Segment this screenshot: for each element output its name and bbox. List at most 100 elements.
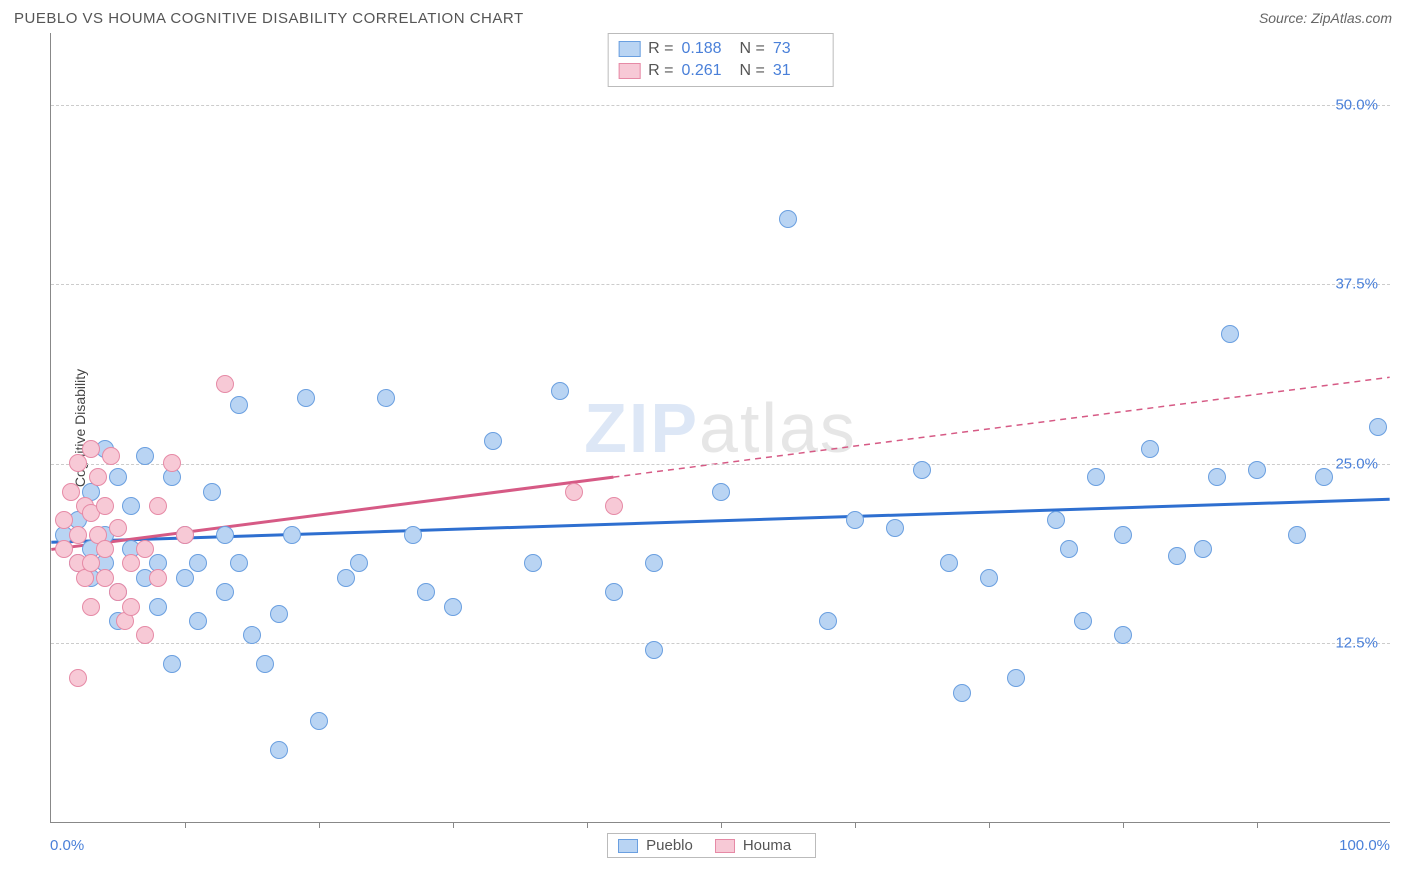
data-point xyxy=(551,382,569,400)
data-point xyxy=(149,497,167,515)
legend-swatch xyxy=(715,839,735,853)
r-label: R = xyxy=(648,40,673,58)
data-point xyxy=(444,598,462,616)
data-point xyxy=(1208,468,1226,486)
legend-swatch xyxy=(618,41,640,57)
legend-series: Pueblo Houma xyxy=(607,833,816,858)
data-point xyxy=(297,389,315,407)
n-value: 31 xyxy=(773,62,823,80)
data-point xyxy=(1315,468,1333,486)
data-point xyxy=(1221,325,1239,343)
data-point xyxy=(82,554,100,572)
data-point xyxy=(136,447,154,465)
data-point xyxy=(1047,511,1065,529)
data-point xyxy=(82,598,100,616)
data-point xyxy=(69,669,87,687)
x-tick xyxy=(1257,822,1258,828)
x-tick xyxy=(989,822,990,828)
data-point xyxy=(417,583,435,601)
data-point xyxy=(109,468,127,486)
legend-swatch xyxy=(618,839,638,853)
legend-stats: R =0.188N =73R =0.261N =31 xyxy=(607,33,834,87)
x-tick xyxy=(1123,822,1124,828)
chart-title: PUEBLO VS HOUMA COGNITIVE DISABILITY COR… xyxy=(14,10,524,27)
r-label: R = xyxy=(648,62,673,80)
y-tick-label: 12.5% xyxy=(1335,635,1378,652)
data-point xyxy=(270,741,288,759)
data-point xyxy=(69,526,87,544)
data-point xyxy=(712,483,730,501)
data-point xyxy=(216,375,234,393)
y-tick-label: 50.0% xyxy=(1335,96,1378,113)
n-label: N = xyxy=(740,40,765,58)
data-point xyxy=(1007,669,1025,687)
gridline xyxy=(51,464,1390,465)
data-point xyxy=(565,483,583,501)
legend-series-name: Pueblo xyxy=(646,837,693,854)
data-point xyxy=(1194,540,1212,558)
data-point xyxy=(69,454,87,472)
y-tick-label: 37.5% xyxy=(1335,276,1378,293)
data-point xyxy=(136,626,154,644)
data-point xyxy=(524,554,542,572)
data-point xyxy=(109,519,127,537)
trend-line-solid xyxy=(51,499,1389,542)
trend-line-dashed xyxy=(613,377,1389,477)
n-value: 73 xyxy=(773,40,823,58)
data-point xyxy=(1369,418,1387,436)
plot-area: Cognitive Disability ZIPatlas R =0.188N … xyxy=(50,33,1390,823)
data-point xyxy=(886,519,904,537)
watermark-zip: ZIP xyxy=(584,389,699,467)
data-point xyxy=(337,569,355,587)
x-tick xyxy=(721,822,722,828)
data-point xyxy=(645,554,663,572)
data-point xyxy=(779,210,797,228)
data-point xyxy=(404,526,422,544)
watermark-atlas: atlas xyxy=(699,389,857,467)
x-tick xyxy=(587,822,588,828)
data-point xyxy=(189,612,207,630)
data-point xyxy=(953,684,971,702)
data-point xyxy=(1087,468,1105,486)
legend-series-name: Houma xyxy=(743,837,791,854)
data-point xyxy=(216,526,234,544)
data-point xyxy=(1114,626,1132,644)
data-point xyxy=(605,583,623,601)
data-point xyxy=(149,598,167,616)
data-point xyxy=(163,655,181,673)
data-point xyxy=(484,432,502,450)
data-point xyxy=(377,389,395,407)
data-point xyxy=(243,626,261,644)
data-point xyxy=(55,511,73,529)
r-value: 0.188 xyxy=(682,40,732,58)
data-point xyxy=(109,583,127,601)
legend-stat-row: R =0.261N =31 xyxy=(618,60,823,82)
r-value: 0.261 xyxy=(682,62,732,80)
data-point xyxy=(55,540,73,558)
data-point xyxy=(230,396,248,414)
x-min-label: 0.0% xyxy=(50,837,84,854)
data-point xyxy=(605,497,623,515)
data-point xyxy=(256,655,274,673)
data-point xyxy=(122,497,140,515)
data-point xyxy=(1141,440,1159,458)
data-point xyxy=(310,712,328,730)
data-point xyxy=(82,440,100,458)
data-point xyxy=(270,605,288,623)
x-tick xyxy=(185,822,186,828)
watermark: ZIPatlas xyxy=(584,388,857,468)
data-point xyxy=(913,461,931,479)
data-point xyxy=(176,569,194,587)
data-point xyxy=(149,569,167,587)
data-point xyxy=(1060,540,1078,558)
data-point xyxy=(96,497,114,515)
data-point xyxy=(1288,526,1306,544)
data-point xyxy=(283,526,301,544)
data-point xyxy=(122,554,140,572)
data-point xyxy=(846,511,864,529)
data-point xyxy=(89,468,107,486)
x-tick xyxy=(855,822,856,828)
data-point xyxy=(1114,526,1132,544)
data-point xyxy=(645,641,663,659)
x-axis-row: 0.0% PuebloHouma 100.0% xyxy=(50,823,1390,858)
